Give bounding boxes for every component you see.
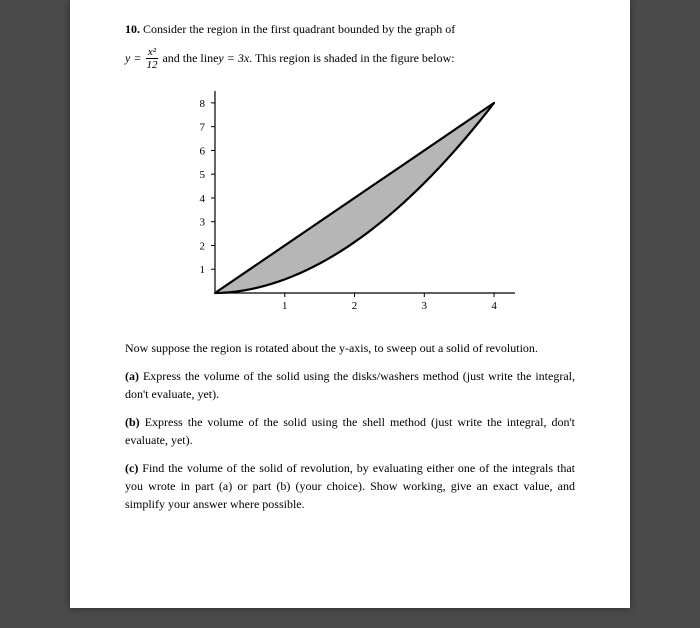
fraction: x² 12 bbox=[144, 46, 159, 71]
svg-text:6: 6 bbox=[200, 146, 206, 158]
eq-lhs: y = bbox=[125, 50, 141, 67]
problem-number: 10. bbox=[125, 22, 140, 36]
page: 10. Consider the region in the first qua… bbox=[70, 0, 630, 608]
intro-text-2a: and the line bbox=[162, 50, 218, 67]
intro-text-1: Consider the region in the first quadran… bbox=[143, 22, 455, 36]
rotate-text: Now suppose the region is rotated about … bbox=[125, 341, 538, 355]
region-chart: 1 2 3 4 1 2 3 4 5 6 7 8 bbox=[170, 81, 530, 321]
part-a: (a) Express the volume of the solid usin… bbox=[125, 367, 575, 403]
part-b-text: Express the volume of the solid using th… bbox=[125, 415, 575, 447]
equation-line: y = x² 12 and the line y = 3x . This reg… bbox=[125, 46, 575, 71]
part-a-label: (a) bbox=[125, 369, 139, 383]
svg-text:1: 1 bbox=[200, 264, 206, 276]
part-c: (c) Find the volume of the solid of revo… bbox=[125, 459, 575, 513]
svg-text:2: 2 bbox=[200, 241, 206, 253]
frac-numerator: x² bbox=[146, 46, 158, 59]
part-c-text: Find the volume of the solid of revoluti… bbox=[125, 461, 575, 511]
frac-denominator: 12 bbox=[144, 59, 159, 71]
svg-text:4: 4 bbox=[491, 300, 497, 312]
svg-text:7: 7 bbox=[200, 122, 206, 134]
svg-text:2: 2 bbox=[352, 300, 358, 312]
problem-intro-line1: 10. Consider the region in the first qua… bbox=[125, 20, 575, 38]
svg-text:1: 1 bbox=[282, 300, 288, 312]
part-b: (b) Express the volume of the solid usin… bbox=[125, 413, 575, 449]
svg-text:3: 3 bbox=[422, 300, 428, 312]
intro-text-2b: . This region is shaded in the figure be… bbox=[249, 50, 454, 67]
part-c-label: (c) bbox=[125, 461, 138, 475]
svg-text:5: 5 bbox=[200, 169, 206, 181]
rotate-paragraph: Now suppose the region is rotated about … bbox=[125, 339, 575, 357]
svg-text:8: 8 bbox=[200, 98, 206, 110]
svg-text:3: 3 bbox=[200, 217, 206, 229]
part-b-label: (b) bbox=[125, 415, 140, 429]
line-equation: y = 3x bbox=[218, 50, 249, 67]
svg-text:4: 4 bbox=[200, 193, 206, 205]
chart-container: 1 2 3 4 1 2 3 4 5 6 7 8 bbox=[125, 81, 575, 321]
part-a-text: Express the volume of the solid using th… bbox=[125, 369, 575, 401]
